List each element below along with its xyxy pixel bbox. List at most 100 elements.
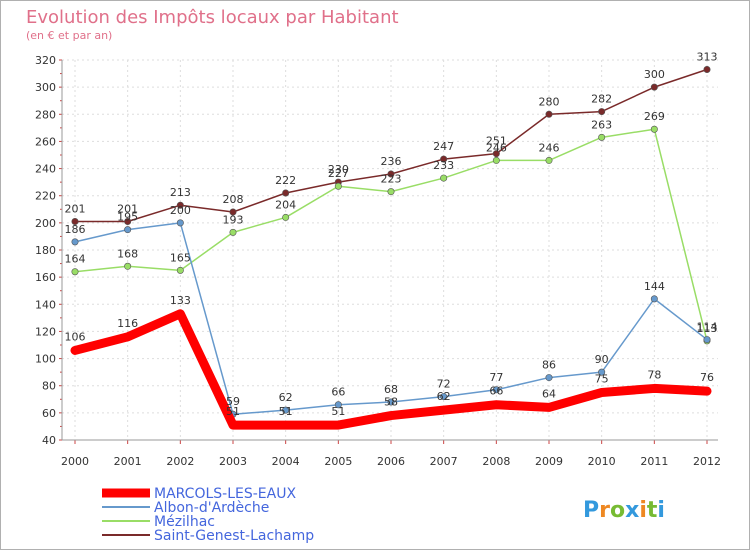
data-label-saint-genest-lachamp: 251 <box>486 135 507 148</box>
data-label-marcols-les-eaux: 66 <box>489 385 503 398</box>
y-tick-label: 100 <box>35 353 56 366</box>
logo-letter: P <box>583 498 599 523</box>
data-label-marcols-les-eaux: 106 <box>65 330 86 343</box>
grid <box>62 59 718 441</box>
x-tick-label: 2004 <box>272 455 300 468</box>
data-point-saint-genest-lachamp <box>387 170 395 178</box>
data-label-saint-genest-lachamp: 313 <box>697 51 718 64</box>
data-point-m-zilhac <box>71 268 79 276</box>
x-tick-label: 2009 <box>535 455 563 468</box>
data-label-marcols-les-eaux: 75 <box>595 373 609 386</box>
data-label-albon-d-ard-che: 66 <box>331 386 345 399</box>
data-point-albon-d-ard-che <box>282 406 290 414</box>
data-point-albon-d-ard-che <box>124 226 132 234</box>
data-point-saint-genest-lachamp <box>703 66 711 74</box>
data-label-marcols-les-eaux: 116 <box>117 317 138 330</box>
logo-letter: x <box>625 498 639 523</box>
data-label-marcols-les-eaux: 51 <box>279 405 293 418</box>
data-label-albon-d-ard-che: 62 <box>279 391 293 404</box>
data-point-m-zilhac <box>229 228 237 236</box>
y-tick-label: 260 <box>35 135 56 148</box>
data-point-albon-d-ard-che <box>440 393 448 401</box>
data-point-saint-genest-lachamp <box>124 218 132 226</box>
y-tick-label: 40 <box>42 434 56 447</box>
data-label-marcols-les-eaux: 64 <box>542 387 556 400</box>
x-tick-label: 2001 <box>114 455 142 468</box>
y-tick-label: 120 <box>35 325 56 338</box>
x-tick-label: 2000 <box>61 455 89 468</box>
data-label-m-zilhac: 263 <box>591 118 612 131</box>
data-label-saint-genest-lachamp: 282 <box>591 93 612 106</box>
data-point-albon-d-ard-che <box>598 368 606 376</box>
y-tick-label: 300 <box>35 81 56 94</box>
data-label-m-zilhac: 269 <box>644 110 665 123</box>
data-label-albon-d-ard-che: 114 <box>697 321 718 334</box>
data-label-albon-d-ard-che: 59 <box>226 395 240 408</box>
data-label-albon-d-ard-che: 186 <box>65 223 86 236</box>
data-label-saint-genest-lachamp: 213 <box>170 186 191 199</box>
data-label-albon-d-ard-che: 77 <box>489 371 503 384</box>
data-label-albon-d-ard-che: 90 <box>595 353 609 366</box>
data-point-m-zilhac <box>440 174 448 182</box>
logo-letter: o <box>610 498 625 523</box>
data-point-albon-d-ard-che <box>71 238 79 246</box>
data-label-saint-genest-lachamp: 230 <box>328 163 349 176</box>
axes: 40 60 80 100 120 140 160 180 200 220 240 260 280 300 3… <box>35 54 721 468</box>
data-label-marcols-les-eaux: 51 <box>226 405 240 418</box>
y-tick-label: 60 <box>42 407 56 420</box>
legend-label-saint-genest-lachamp: Saint-Genest-Lachamp <box>154 528 314 544</box>
logo-letter: t <box>647 498 658 523</box>
data-point-m-zilhac <box>334 182 342 190</box>
data-point-m-zilhac <box>282 213 290 221</box>
legend-label-marcols-les-eaux: MARCOLS-LES-EAUX <box>154 486 296 502</box>
x-tick-label: 2003 <box>219 455 247 468</box>
data-labels: 106 116 133 51 51 51 58 62 66 64 75 78 76 186 195 200 59… <box>65 51 718 419</box>
data-label-albon-d-ard-che: 195 <box>117 211 138 224</box>
data-point-saint-genest-lachamp <box>492 150 500 158</box>
legend: MARCOLS-LES-EAUXAlbon-d'ArdècheMézilhacS… <box>102 486 314 544</box>
data-label-marcols-les-eaux: 78 <box>647 368 661 381</box>
x-tick-label: 2005 <box>324 455 352 468</box>
logo-letter: i <box>657 498 665 523</box>
data-point-m-zilhac <box>492 156 500 164</box>
data-point-m-zilhac <box>176 266 184 274</box>
proxiti-logo: Proxiti <box>583 498 665 523</box>
y-tick-label: 180 <box>35 244 56 257</box>
data-label-marcols-les-eaux: 62 <box>437 390 451 403</box>
data-point-saint-genest-lachamp <box>229 208 237 216</box>
data-label-m-zilhac: 164 <box>65 253 86 266</box>
data-label-m-zilhac: 227 <box>328 167 349 180</box>
data-point-saint-genest-lachamp <box>650 83 658 91</box>
data-label-saint-genest-lachamp: 247 <box>433 140 454 153</box>
x-tick-label: 2007 <box>430 455 458 468</box>
data-point-saint-genest-lachamp <box>545 110 553 118</box>
data-point-albon-d-ard-che <box>176 219 184 227</box>
y-tick-label: 200 <box>35 217 56 230</box>
y-tick-label: 80 <box>42 380 56 393</box>
data-label-saint-genest-lachamp: 222 <box>275 174 296 187</box>
data-label-albon-d-ard-che: 144 <box>644 280 665 293</box>
data-label-saint-genest-lachamp: 201 <box>65 203 86 216</box>
data-label-m-zilhac: 113 <box>697 322 718 335</box>
data-point-m-zilhac <box>545 156 553 164</box>
data-label-saint-genest-lachamp: 201 <box>117 203 138 216</box>
y-tick-label: 240 <box>35 163 56 176</box>
y-tick-label: 220 <box>35 190 56 203</box>
data-label-m-zilhac: 204 <box>275 198 296 211</box>
data-label-m-zilhac: 246 <box>539 141 560 154</box>
data-label-saint-genest-lachamp: 280 <box>539 95 560 108</box>
data-label-saint-genest-lachamp: 208 <box>223 193 244 206</box>
x-tick-label: 2008 <box>482 455 510 468</box>
y-tick-label: 320 <box>35 54 56 67</box>
x-tick-label: 2011 <box>640 455 668 468</box>
data-point-saint-genest-lachamp <box>71 218 79 226</box>
data-point-saint-genest-lachamp <box>598 108 606 116</box>
data-label-marcols-les-eaux: 76 <box>700 371 714 384</box>
data-point-albon-d-ard-che <box>492 386 500 394</box>
x-tick-label: 2002 <box>166 455 194 468</box>
data-label-marcols-les-eaux: 51 <box>331 405 345 418</box>
data-point-m-zilhac <box>650 125 658 133</box>
data-label-saint-genest-lachamp: 300 <box>644 68 665 81</box>
data-point-m-zilhac <box>598 133 606 141</box>
